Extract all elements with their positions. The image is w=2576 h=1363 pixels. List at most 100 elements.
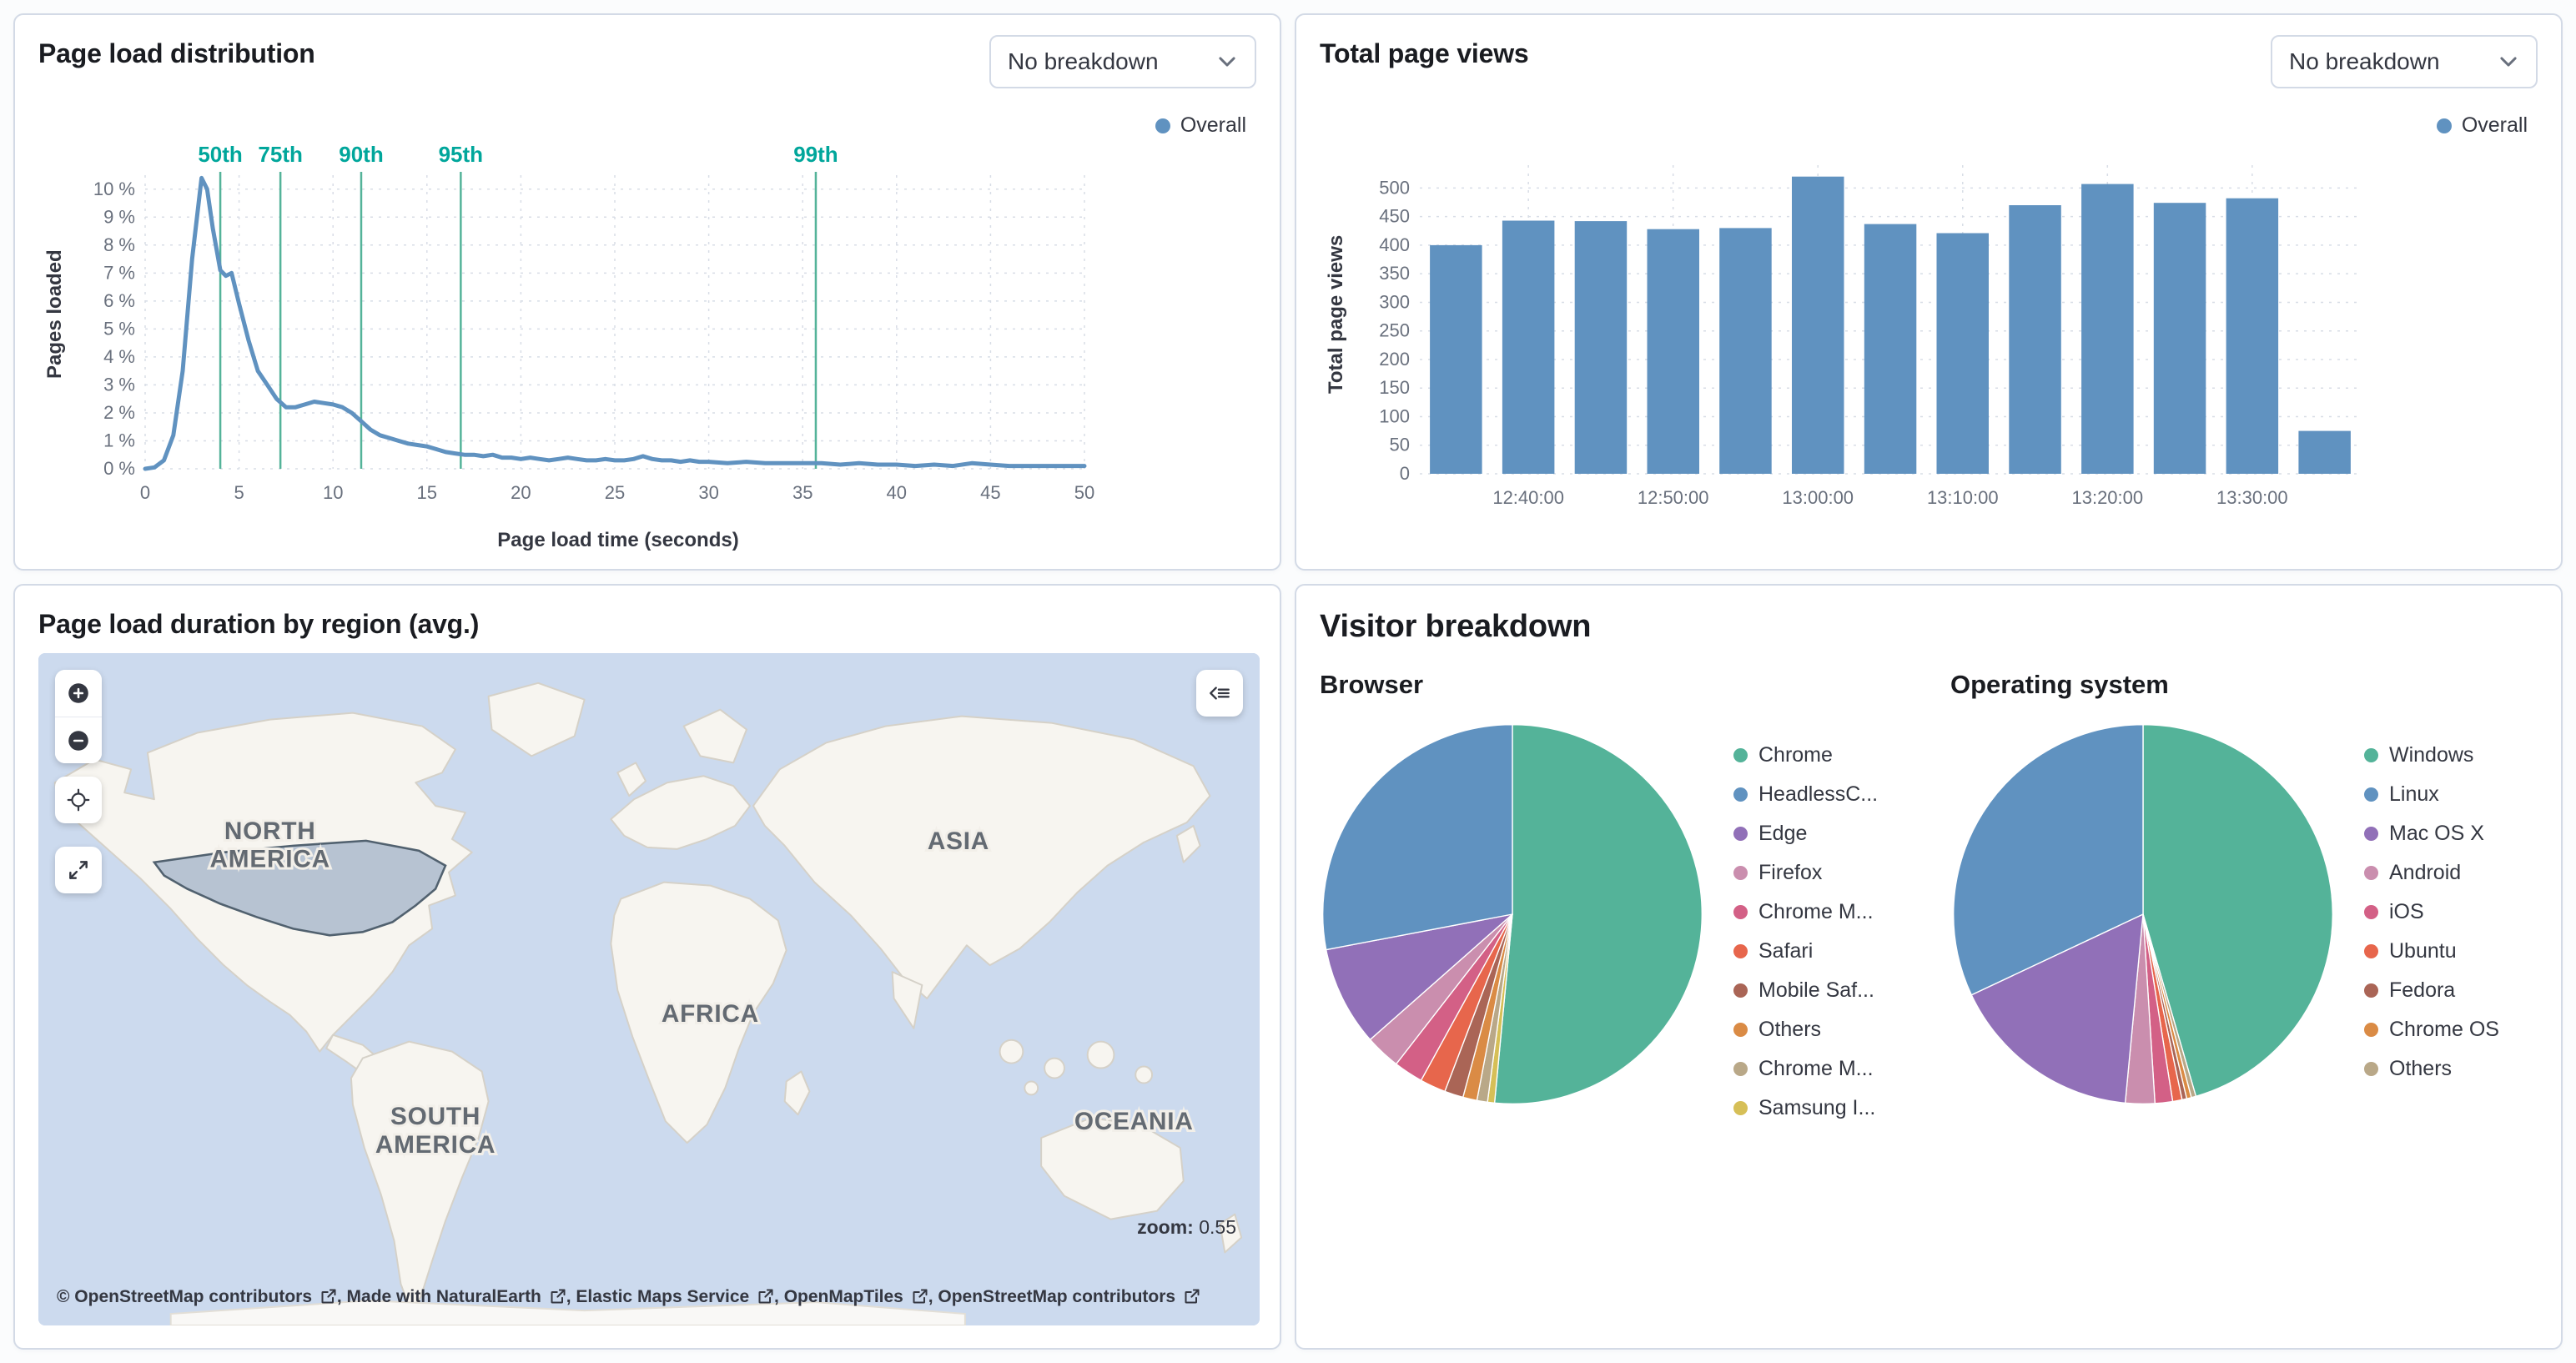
legend-item[interactable]: Others: [2364, 1057, 2499, 1081]
breakdown-select[interactable]: No breakdown: [2271, 35, 2538, 88]
os-heading: Operating system: [1950, 670, 2169, 699]
legend-item[interactable]: Chrome M...: [1733, 1057, 1878, 1081]
page-title: Visitor breakdown: [1320, 609, 1592, 644]
breakdown-select-value: No breakdown: [1008, 48, 1159, 74]
legend-dot: [1733, 866, 1748, 880]
world-map[interactable]: NORTH AMERICA SOUTH AMERICA AFRICA ASIA OC…: [38, 653, 1260, 1325]
legend-item[interactable]: Windows: [2364, 743, 2499, 767]
legend-dot: [2364, 1023, 2378, 1037]
legend-dot: [1733, 827, 1748, 841]
legend-item[interactable]: Chrome OS: [2364, 1018, 2499, 1042]
svg-text:4 %: 4 %: [103, 346, 135, 367]
page-load-distribution-chart: 0 % 1 % 2 % 3 % 4 % 5 % 6 % 7 % 8 % 9 % 10 % 0 5 10 15…: [93, 142, 1094, 503]
legend-label: Fedora: [2389, 978, 2456, 1002]
legend-label: Overall: [2461, 113, 2528, 137]
map-attribution: © OpenStreetMap contributors , Made with…: [57, 1282, 1200, 1312]
svg-text:6 %: 6 %: [103, 290, 135, 311]
legend-dot: [2364, 787, 2378, 802]
scandinavia: [682, 708, 748, 764]
attribution-link[interactable]: Elastic Maps Service: [576, 1287, 774, 1306]
svg-text:45: 45: [980, 482, 1000, 503]
legend-item[interactable]: Edge: [1733, 822, 1878, 846]
total-page-views-chart: 0 50 100 150 200 250 300 350 400 450 500 12:40:00 12…: [1379, 165, 2361, 508]
legend-item[interactable]: Android: [2364, 861, 2499, 885]
attribution-link[interactable]: © OpenStreetMap contributors: [57, 1287, 337, 1306]
svg-text:13:00:00: 13:00:00: [1782, 487, 1854, 508]
svg-text:35: 35: [792, 482, 813, 503]
svg-text:40: 40: [887, 482, 907, 503]
panel-page-load-by-region: Page load duration by region (avg.): [13, 584, 1281, 1350]
attribution-link[interactable]: Made with NaturalEarth: [347, 1287, 566, 1306]
madagascar: [783, 1070, 811, 1116]
legend-item[interactable]: Samsung I...: [1733, 1096, 1878, 1120]
legend-item[interactable]: Safari: [1733, 939, 1878, 963]
os-pie-row: Windows Linux Mac OS X Android iOS Ubuntu Fedo…: [1950, 722, 2534, 1107]
legend-item[interactable]: Firefox: [1733, 861, 1878, 885]
legend-item[interactable]: Chrome M...: [1733, 900, 1878, 924]
continent-africa: [610, 881, 787, 1144]
zoom-label: zoom:: [1137, 1216, 1194, 1238]
panel-header: Total page views No breakdown: [1320, 35, 2538, 88]
india: [891, 971, 923, 1029]
map-label-asia: ASIA: [928, 827, 989, 855]
legend-label: HeadlessC...: [1758, 782, 1879, 806]
svg-text:0: 0: [140, 482, 150, 503]
chart-legend-overall[interactable]: Overall: [2436, 113, 2528, 138]
legend-item[interactable]: Others: [1733, 1018, 1878, 1042]
legend-item[interactable]: HeadlessC...: [1733, 782, 1878, 807]
legend-dot: [1733, 944, 1748, 958]
external-link-icon: [551, 1289, 566, 1304]
svg-text:5: 5: [234, 482, 244, 503]
island: [1024, 1080, 1039, 1096]
map-zoom-indicator: zoom: 0.55: [1137, 1216, 1236, 1239]
legend-item[interactable]: Ubuntu: [2364, 939, 2499, 963]
os-pie-chart: [1953, 724, 2333, 1104]
crosshair-icon: [67, 788, 90, 812]
legend-item[interactable]: Mobile Saf...: [1733, 978, 1878, 1003]
legend-item[interactable]: iOS: [2364, 900, 2499, 924]
page-title: Total page views: [1320, 38, 1529, 68]
external-link-icon: [321, 1289, 336, 1304]
svg-text:10: 10: [323, 482, 343, 503]
series-dot: [2436, 118, 2452, 133]
chart-legend-overall[interactable]: Overall: [1155, 113, 1246, 138]
collapse-legend-button[interactable]: [1196, 670, 1243, 717]
legend-dot: [2364, 944, 2378, 958]
svg-text:13:20:00: 13:20:00: [2071, 487, 2143, 508]
map-label-africa: AFRICA: [662, 1000, 759, 1028]
expand-icon: [69, 861, 88, 879]
chevron-down-icon: [2500, 57, 2517, 67]
svg-text:100: 100: [1379, 405, 1410, 426]
legend-label: Mobile Saf...: [1758, 978, 1874, 1002]
svg-text:12:50:00: 12:50:00: [1638, 487, 1709, 508]
browser-pie-row: Chrome HeadlessC... Edge Firefox Chrome M...…: [1320, 722, 1904, 1135]
zoom-in-button[interactable]: [55, 670, 102, 717]
panel-visitor-breakdown: Visitor breakdown Browser Chrome Headless…: [1295, 584, 2563, 1350]
fullscreen-button[interactable]: [55, 847, 102, 893]
legend-label: Safari: [1758, 939, 1814, 963]
svg-text:400: 400: [1379, 234, 1410, 255]
external-link-icon: [1185, 1289, 1200, 1304]
legend-label: Mac OS X: [2389, 822, 2484, 845]
svg-text:13:30:00: 13:30:00: [2216, 487, 2288, 508]
legend-label: iOS: [2389, 900, 2424, 923]
legend-dot: [1733, 1062, 1748, 1076]
svg-text:50th: 50th: [198, 142, 242, 167]
legend-item[interactable]: Linux: [2364, 782, 2499, 807]
legend-item[interactable]: Chrome: [1733, 743, 1878, 767]
legend-item[interactable]: Fedora: [2364, 978, 2499, 1003]
svg-text:300: 300: [1379, 291, 1410, 312]
y-axis-title: Pages loaded: [43, 249, 66, 380]
breakdown-select[interactable]: No breakdown: [989, 35, 1256, 88]
legend-label: Ubuntu: [2389, 939, 2457, 963]
legend-label: Chrome M...: [1758, 1057, 1874, 1080]
svg-text:3 %: 3 %: [103, 374, 135, 395]
attribution-link[interactable]: OpenStreetMap contributors: [938, 1287, 1200, 1306]
menu-left-icon: [1210, 687, 1230, 700]
panel-page-load-distribution: Page load distribution No breakdown Over…: [13, 13, 1281, 571]
legend-label: Edge: [1758, 822, 1808, 845]
legend-item[interactable]: Mac OS X: [2364, 822, 2499, 846]
attribution-link[interactable]: OpenMapTiles: [784, 1287, 928, 1306]
zoom-out-button[interactable]: [55, 717, 102, 763]
fit-to-data-button[interactable]: [55, 777, 102, 823]
